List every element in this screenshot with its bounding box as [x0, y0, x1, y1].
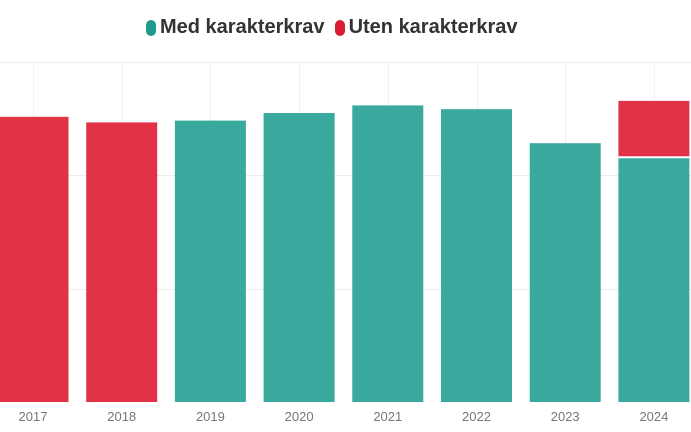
bar-2024-med-karakterkrav[interactable] [618, 157, 690, 402]
bar-2023-med-karakterkrav[interactable] [529, 143, 601, 402]
legend: Med karakterkrav Uten karakterkrav [146, 16, 518, 39]
legend-swatch-med-karakterkrav [146, 19, 156, 36]
legend-item-med-karakterkrav[interactable]: Med karakterkrav [146, 16, 325, 39]
bar-2018-uten-karakterkrav[interactable] [86, 122, 158, 403]
bar-2022-med-karakterkrav[interactable] [441, 109, 512, 402]
legend-label-med-karakterkrav: Med karakterkrav [160, 16, 325, 38]
legend-label-uten-karakterkrav: Uten karakterkrav [348, 16, 518, 38]
x-tick-label-2017: 2017 [19, 409, 48, 424]
x-tick-label-2019: 2019 [196, 409, 225, 424]
x-tick-label-2023: 2023 [551, 409, 580, 424]
x-tick-label-2018: 2018 [107, 409, 136, 424]
bar-2020-med-karakterkrav[interactable] [263, 113, 335, 402]
bar-2019-med-karakterkrav[interactable] [174, 120, 246, 402]
legend-item-uten-karakterkrav[interactable]: Uten karakterkrav [334, 16, 518, 39]
bars [0, 100, 690, 403]
bar-2021-med-karakterkrav[interactable] [352, 105, 424, 403]
x-axis-ticks: 2017 2018 2019 2020 2021 2022 2023 2024 [19, 409, 669, 424]
x-tick-label-2020: 2020 [285, 409, 314, 424]
x-tick-label-2022: 2022 [462, 409, 491, 424]
legend-swatch-uten-karakterkrav [334, 19, 345, 36]
x-tick-label-2021: 2021 [373, 409, 402, 424]
bar-2017-uten-karakterkrav[interactable] [0, 116, 69, 403]
x-tick-label-2024: 2024 [639, 409, 668, 424]
bar-2024-uten-karakterkrav[interactable] [618, 100, 690, 158]
